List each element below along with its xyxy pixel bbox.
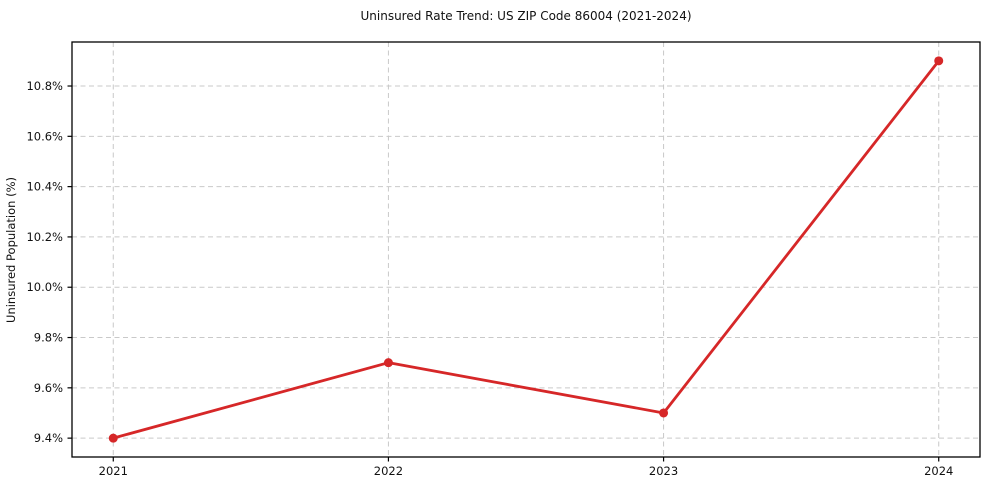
y-tick-label: 10.8% bbox=[26, 79, 63, 93]
y-axis-label: Uninsured Population (%) bbox=[4, 177, 18, 323]
y-tick-label: 10.0% bbox=[26, 280, 63, 294]
y-tick-label: 10.4% bbox=[26, 180, 63, 194]
chart-title: Uninsured Rate Trend: US ZIP Code 86004 … bbox=[360, 9, 691, 23]
y-tick-label: 9.4% bbox=[34, 431, 63, 445]
plot-area: 9.4% 9.6% 9.8% 10.0% 10.2% 10.4% 10.6% 10.8% 202… bbox=[26, 41, 981, 478]
x-tick-label: 2023 bbox=[649, 464, 678, 478]
plot-border bbox=[71, 41, 981, 458]
x-tick-label: 2021 bbox=[99, 464, 128, 478]
x-tick-label: 2024 bbox=[924, 464, 953, 478]
trend-line bbox=[111, 59, 941, 440]
data-point-marker bbox=[934, 56, 944, 66]
y-tick-label: 9.6% bbox=[34, 381, 63, 395]
y-tick-label: 9.8% bbox=[34, 331, 63, 345]
x-tick-label: 2022 bbox=[374, 464, 403, 478]
data-point-marker bbox=[383, 358, 393, 368]
data-point-marker bbox=[108, 433, 118, 443]
data-point-marker bbox=[659, 408, 669, 418]
y-tick-label: 10.6% bbox=[26, 129, 63, 143]
y-tick-label: 10.2% bbox=[26, 230, 63, 244]
